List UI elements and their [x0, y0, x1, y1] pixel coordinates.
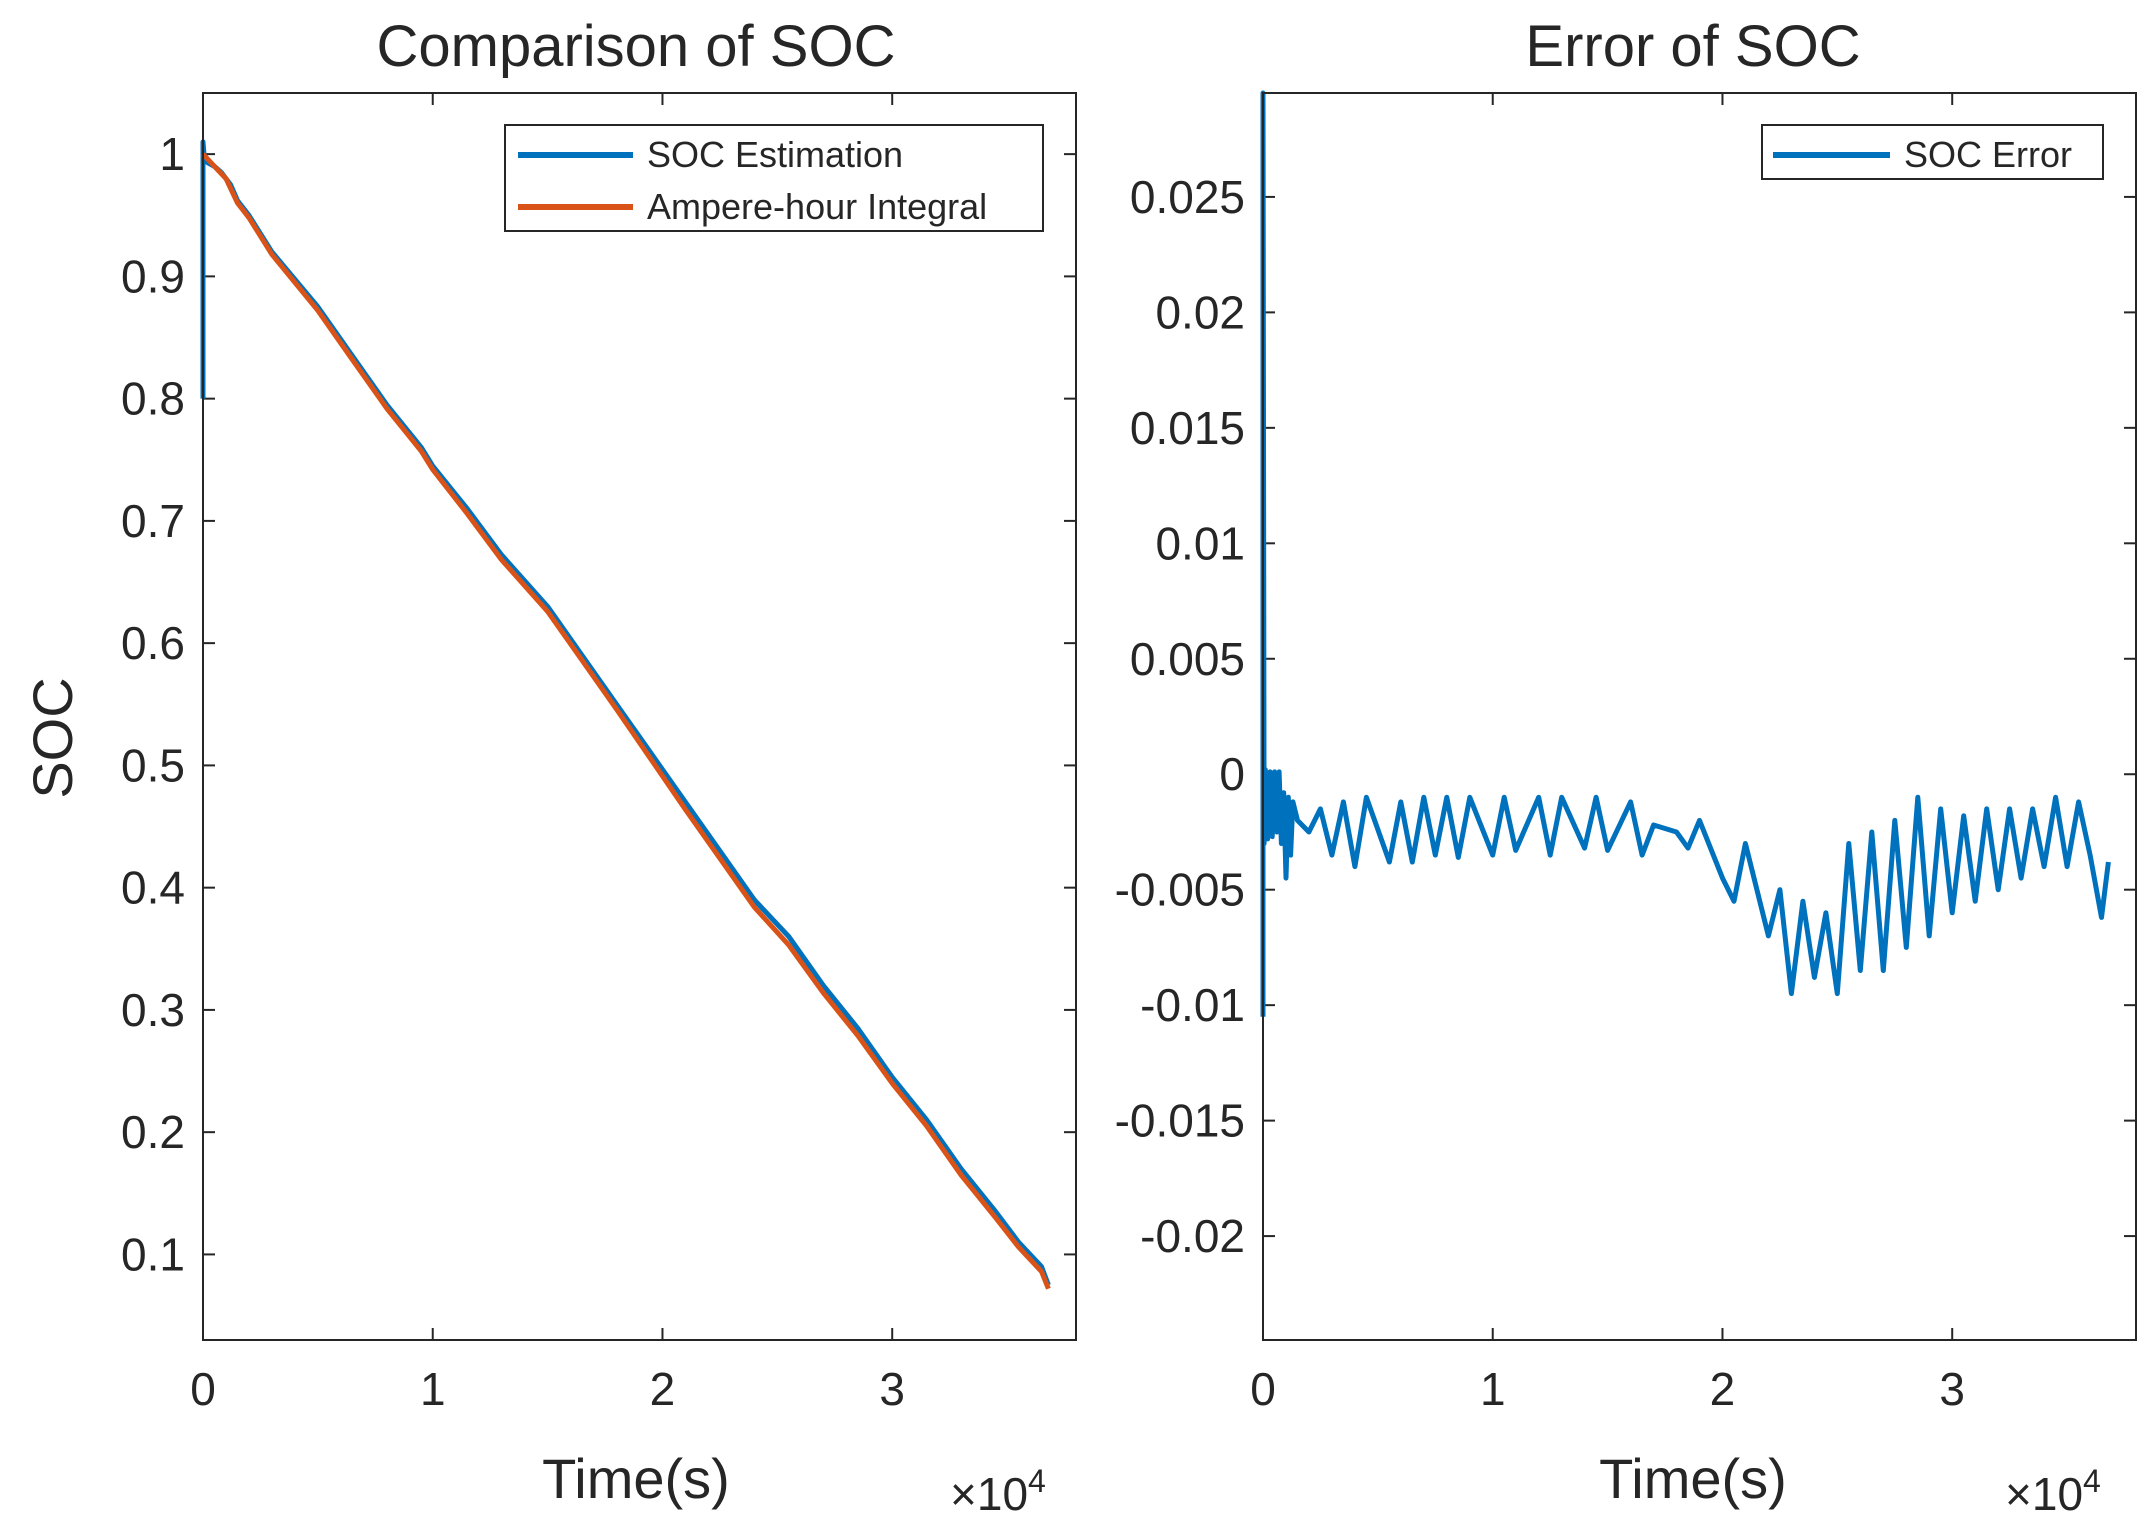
soc-comparison-panel: Comparison of SOC SOC Time(s) ×104 0 1 2 30…: [21, 14, 1077, 1520]
axes-box: [202, 92, 1077, 1341]
y-tick-label: 1: [159, 128, 185, 180]
series-line-soc-error: [1260, 90, 2111, 1017]
legend-box: [504, 124, 1044, 232]
x-tick-label: 3: [1939, 1363, 1965, 1415]
y-tick-label: 0.025: [1130, 171, 1245, 223]
y-tick-label: 0.7: [121, 495, 185, 547]
x-tick-label: 2: [1710, 1363, 1736, 1415]
y-tick-label: -0.01: [1140, 979, 1245, 1031]
legend-label-soc-error: SOC Error: [1904, 134, 2072, 175]
x-tick-label: 0: [190, 1363, 216, 1415]
x-axis-label: Time(s): [1599, 1447, 1787, 1510]
axis-ticks: 0 1 2 3 -0.02 -0.015 -0.01 -0.005 0 0.005 0.01 0.01…: [1115, 93, 2136, 1415]
y-tick-label: 0.1: [121, 1228, 185, 1280]
y-tick-label: 0.3: [121, 984, 185, 1036]
series-line-ampere-hour-integral: [201, 152, 1051, 1290]
y-tick-label: 0.9: [121, 250, 185, 302]
y-tick-label: -0.005: [1115, 864, 1245, 916]
x-tick-label: 1: [420, 1363, 446, 1415]
y-tick-label: 0.5: [121, 739, 185, 791]
plot-lines: [1260, 90, 2111, 1017]
axes-box: [1262, 92, 2137, 1341]
x-tick-label: 0: [1250, 1363, 1276, 1415]
y-tick-label: 0.015: [1130, 402, 1245, 454]
legend-label-ampere-hour-integral: Ampere-hour Integral: [647, 186, 987, 227]
chart-title: Error of SOC: [1525, 14, 1860, 79]
y-tick-label: 0.01: [1155, 517, 1245, 569]
legend-label-soc-estimation: SOC Estimation: [647, 134, 903, 175]
legend: SOC Estimation Ampere-hour Integral: [504, 124, 1044, 232]
chart-title: Comparison of SOC: [377, 14, 896, 79]
x-multiplier-label: ×104: [2005, 1463, 2101, 1520]
legend: SOC Error: [1761, 124, 2104, 180]
y-tick-label: 0.8: [121, 373, 185, 425]
plot-lines: [200, 139, 1051, 1290]
y-tick-label: 0: [1219, 748, 1245, 800]
x-axis-label: Time(s): [542, 1447, 730, 1510]
y-tick-label: -0.015: [1115, 1095, 1245, 1147]
x-tick-label: 1: [1480, 1363, 1506, 1415]
y-axis-label: SOC: [21, 677, 84, 798]
y-tick-label: 0.005: [1130, 633, 1245, 685]
x-tick-label: 3: [879, 1363, 905, 1415]
soc-error-panel: Error of SOC Time(s) ×104 0 1 2 3 -0.02 -0.01…: [1115, 14, 2137, 1520]
y-tick-label: 0.02: [1155, 286, 1245, 338]
y-tick-label: 0.2: [121, 1106, 185, 1158]
axis-ticks: 0 1 2 3 0.1 0.2 0.3 0.4 0.5 0.6 0.7 0.8 0.9 1: [121, 93, 1076, 1415]
y-tick-label: -0.02: [1140, 1210, 1245, 1262]
x-tick-label: 2: [650, 1363, 676, 1415]
x-multiplier-label: ×104: [950, 1463, 1046, 1520]
y-tick-label: 0.6: [121, 617, 185, 669]
y-tick-label: 0.4: [121, 862, 185, 914]
